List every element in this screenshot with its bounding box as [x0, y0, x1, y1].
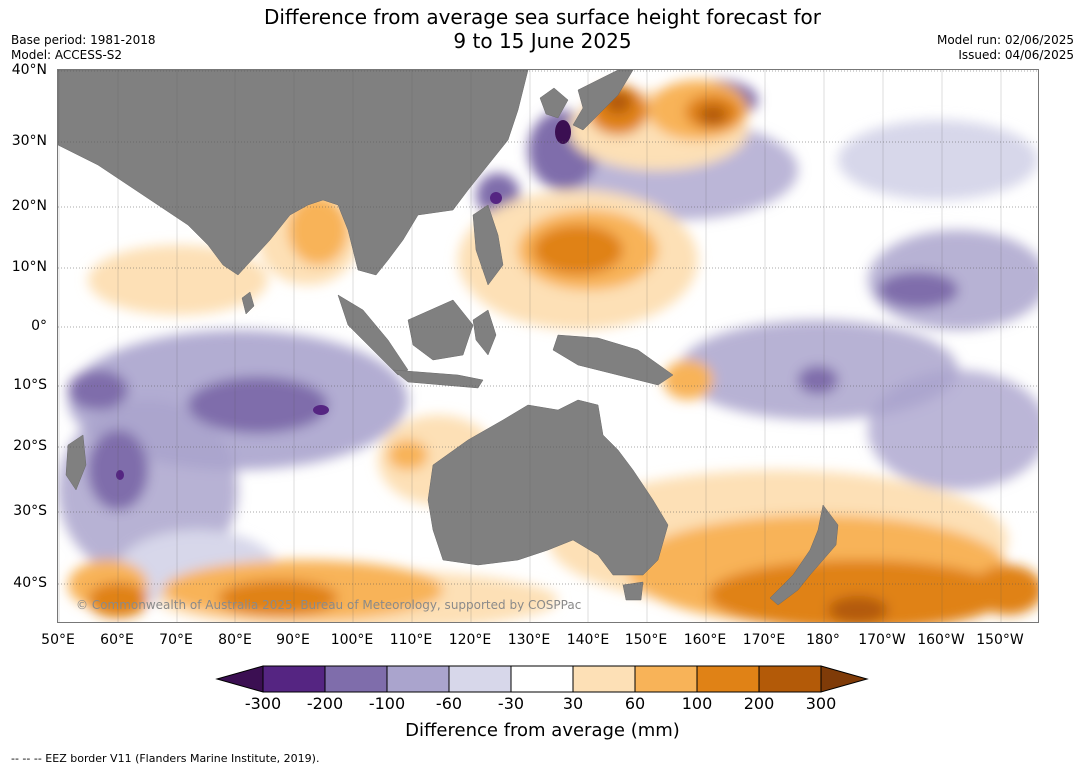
issued-date: Issued: 04/06/2025: [958, 48, 1074, 62]
model-run: Model run: 02/06/2025: [936, 33, 1074, 47]
colorbar-label: 100: [681, 694, 713, 713]
lon-label: 150°E: [624, 632, 668, 648]
colorbar-segment: [262, 665, 326, 693]
colorbar-label: -60: [435, 694, 463, 713]
colorbar-arrow-high: [820, 665, 869, 693]
lat-label: 0°: [31, 318, 47, 334]
colorbar-segment: [634, 665, 698, 693]
lon-label: 160°W: [917, 632, 965, 648]
base-period: Base period: 1981-2018: [11, 33, 156, 47]
colorbar-label: -30: [497, 694, 525, 713]
title-line-1: Difference from average sea surface heig…: [263, 5, 822, 29]
map-title: Difference from average sea surface heig…: [0, 5, 1085, 53]
lon-label: 90°E: [276, 632, 310, 648]
map-panel: [57, 69, 1039, 623]
lon-label: 140°E: [566, 632, 610, 648]
madagascar: [65, 434, 87, 491]
map-svg: [58, 70, 1038, 622]
lon-label: 130°E: [507, 632, 551, 648]
lat-label: 20°N: [11, 198, 47, 214]
colorbar-segment: [386, 665, 450, 693]
colorbar-arrow-low: [215, 665, 264, 693]
colorbar-segment: [572, 665, 636, 693]
asia-landmass: [58, 70, 529, 276]
colorbar-label: -300: [244, 694, 282, 713]
australia: [427, 399, 669, 576]
lon-label: 50°E: [41, 632, 75, 648]
colorbar-segment: [758, 665, 822, 693]
copyright-text: © Commonwealth of Australia 2025, Bureau…: [76, 598, 582, 612]
sulawesi: [472, 309, 497, 356]
colorbar-segment: [324, 665, 388, 693]
lat-label: 20°S: [13, 438, 47, 454]
lon-label: 160°E: [683, 632, 727, 648]
lon-label: 70°E: [159, 632, 193, 648]
new-zealand: [769, 504, 839, 606]
lat-label: 10°N: [11, 259, 47, 275]
colorbar-label: 300: [805, 694, 837, 713]
colorbar-label: 60: [624, 694, 646, 713]
title-line-2: 9 to 15 June 2025: [453, 29, 632, 53]
philippines: [472, 204, 504, 286]
colorbar-label: -100: [368, 694, 406, 713]
meridians: [58, 70, 1002, 622]
lon-label: 170°E: [742, 632, 786, 648]
korea-japan: [539, 70, 634, 131]
colorbar: [215, 665, 869, 693]
colorbar-label: 200: [743, 694, 775, 713]
lon-label: 120°E: [448, 632, 492, 648]
lon-label: 180°: [806, 632, 840, 648]
colorbar-title: Difference from average (mm): [405, 720, 680, 741]
colorbar-segment: [448, 665, 512, 693]
colorbar-label: -200: [306, 694, 344, 713]
lon-label: 100°E: [330, 632, 374, 648]
colorbar-label: 30: [562, 694, 584, 713]
lon-label: 150°W: [976, 632, 1024, 648]
colorbar-segment: [510, 665, 574, 693]
lat-label: 30°S: [13, 503, 47, 519]
lat-label: 10°S: [13, 377, 47, 393]
colorbar-segment: [696, 665, 760, 693]
lon-label: 60°E: [100, 632, 134, 648]
land-masses: [58, 70, 839, 606]
lon-label: 110°E: [389, 632, 433, 648]
lon-label: 80°E: [218, 632, 252, 648]
meta-right: Model run: 02/06/2025 Issued: 04/06/2025: [937, 33, 1074, 63]
lat-label: 40°S: [13, 575, 47, 591]
lat-label: 30°N: [11, 133, 47, 149]
tasmania: [622, 581, 644, 601]
meta-left: Base period: 1981-2018 Model: ACCESS-S2: [11, 33, 156, 63]
new-guinea: [552, 334, 674, 386]
sri-lanka: [241, 291, 255, 315]
model-name: Model: ACCESS-S2: [11, 48, 123, 62]
lat-label: 40°N: [11, 62, 47, 78]
java: [392, 369, 484, 389]
lon-label: 170°W: [858, 632, 906, 648]
eez-footnote: -- -- -- EEZ border V11 (Flanders Marine…: [11, 752, 320, 765]
borneo: [407, 299, 474, 361]
